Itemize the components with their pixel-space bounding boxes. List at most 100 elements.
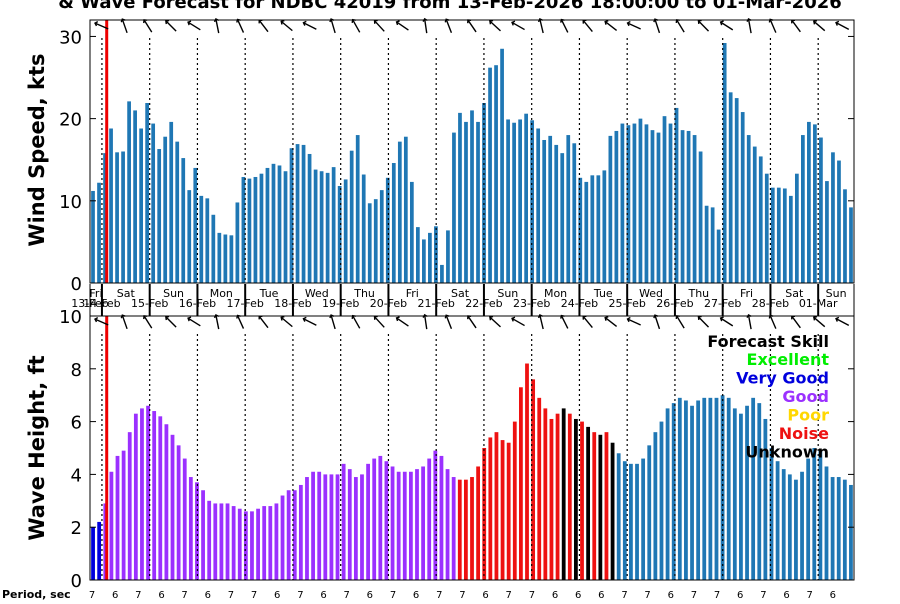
wave-height-bar	[268, 506, 273, 580]
wave-height-bar	[494, 432, 499, 580]
wave-height-bar	[555, 413, 560, 580]
wind-speed-bar	[758, 156, 763, 283]
wind-speed-bar	[764, 173, 769, 283]
wave-y-tick-label: 8	[71, 360, 82, 381]
wave-y-tick-label: 6	[71, 413, 82, 434]
wind-direction-arrow	[236, 18, 245, 33]
wind-speed-bar	[115, 152, 119, 283]
wind-speed-bar	[163, 136, 168, 283]
wave-height-bar	[158, 416, 163, 580]
wind-speed-bar	[109, 128, 113, 283]
wind-speed-bar	[265, 167, 270, 283]
wave-direction-arrow	[395, 316, 409, 327]
wind-speed-bar	[391, 163, 396, 283]
wave-height-bar	[622, 461, 627, 580]
wave-height-bar	[243, 511, 248, 580]
wave-height-bar	[781, 469, 786, 580]
wind-speed-bar	[361, 174, 366, 283]
wind-speed-bar	[620, 123, 625, 283]
wind-speed-bar	[325, 172, 330, 283]
wind-speed-bar	[229, 235, 234, 283]
wind-direction-arrow	[329, 18, 336, 34]
wave-height-bar	[714, 397, 719, 580]
wave-height-bar	[824, 466, 829, 580]
period-value: 7	[181, 590, 187, 600]
wave-direction-arrow	[626, 316, 641, 326]
wave-height-bar	[323, 474, 328, 580]
wind-speed-bar	[397, 141, 402, 283]
wave-height-bar	[445, 469, 450, 580]
wind-speed-bar	[307, 153, 312, 283]
wind-speed-bar	[446, 230, 450, 283]
wave-y-ticks: 0 2 4 6 8 10	[59, 307, 854, 592]
wave-y-tick-label: 4	[71, 465, 82, 486]
wave-height-bar	[763, 418, 768, 580]
wave-height-bar	[580, 421, 584, 580]
wind-direction-arrow	[835, 20, 850, 30]
wave-direction-arrow	[653, 314, 661, 330]
wind-speed-bar	[494, 65, 498, 283]
period-value: 7	[714, 590, 720, 600]
wave-height-bar	[745, 405, 749, 580]
wind-speed-bar	[175, 141, 180, 283]
wave-height-bar	[537, 397, 542, 580]
wave-height-bar	[170, 434, 175, 580]
wind-speed-bar	[367, 203, 372, 283]
wave-height-bar	[305, 477, 309, 580]
wind-direction-arrow	[351, 18, 361, 33]
wave-height-bar	[311, 471, 315, 580]
wind-speed-bar	[151, 123, 156, 283]
wave-height-bar	[91, 527, 95, 580]
wave-height-bar	[708, 397, 713, 580]
wave-direction-arrow	[280, 316, 293, 328]
wind-direction-arrow	[258, 19, 269, 33]
wind-speed-bar	[181, 158, 186, 283]
wave-height-bar	[690, 405, 694, 580]
wave-height-bar	[818, 450, 823, 580]
wave-height-bar	[567, 413, 572, 580]
wave-height-bar	[470, 477, 474, 580]
wave-height-bar	[433, 450, 438, 580]
wave-direction-arrow	[143, 315, 153, 329]
wind-bars	[91, 43, 853, 284]
wave-height-bar	[188, 477, 193, 580]
wave-direction-arrow	[768, 314, 777, 329]
wave-direction-arrow	[187, 316, 201, 327]
wave-height-bar	[231, 506, 236, 580]
wave-height-bar	[396, 471, 401, 580]
wind-direction-arrow	[582, 19, 593, 33]
wave-height-bar	[787, 474, 792, 580]
period-value: 7	[297, 590, 303, 600]
wind-plot-frame	[89, 19, 855, 284]
wave-height-bar	[574, 418, 578, 580]
wind-speed-bar	[458, 112, 462, 284]
wind-speed-bar	[169, 121, 174, 283]
wind-speed-bar	[566, 135, 571, 283]
wave-height-bar	[463, 479, 468, 580]
wave-direction-arrow	[120, 314, 128, 330]
wind-direction-arrow	[768, 18, 777, 33]
wind-speed-bar	[470, 110, 474, 283]
wave-height-bar	[525, 363, 529, 580]
wave-direction-arrow	[511, 316, 525, 327]
wave-height-bar	[751, 397, 756, 580]
wind-speed-bar	[277, 165, 282, 283]
period-value: 7	[135, 590, 141, 600]
wave-height-bar	[372, 458, 377, 580]
wind-speed-bar	[728, 92, 733, 283]
wave-height-bar	[152, 411, 157, 580]
wind-direction-arrow	[467, 19, 477, 33]
day-name-label: Wed	[305, 287, 329, 300]
period-value: 7	[390, 590, 396, 600]
wave-height-bar	[543, 408, 548, 580]
wind-speed-panel: 0 10 20 30 Fri13-FebSat14-FebSun15-FebMon16…	[25, 17, 855, 316]
wave-height-bar	[842, 479, 847, 580]
period-value: 7	[644, 590, 650, 600]
wind-direction-arrow	[165, 19, 177, 32]
wind-speed-bar	[584, 181, 589, 283]
chart-title: & Wave Forecast for NDBC 42019 from 13-F…	[58, 0, 842, 13]
wave-height-bar	[659, 421, 664, 580]
day-name-label: Sun	[163, 287, 184, 300]
